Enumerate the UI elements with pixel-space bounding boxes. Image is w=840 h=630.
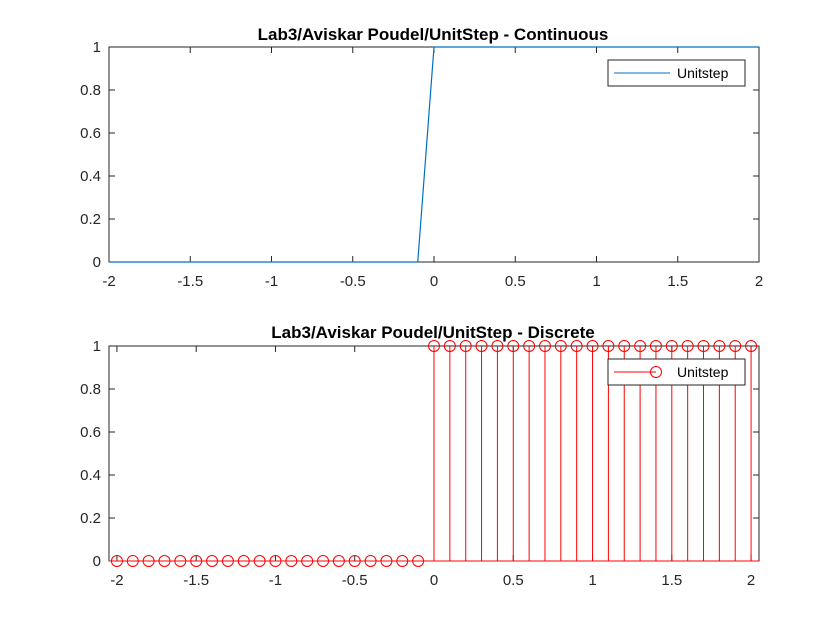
discrete-stem-marker bbox=[713, 340, 726, 352]
discrete-stem-marker bbox=[348, 555, 361, 567]
discrete-stem-marker bbox=[618, 340, 631, 352]
discrete-stem-marker bbox=[602, 340, 615, 352]
discrete-stem-marker bbox=[538, 340, 551, 352]
discrete-legend-label: Unitstep bbox=[677, 364, 729, 380]
discrete-y-tick-label: 1 bbox=[93, 338, 101, 355]
discrete-stem-marker bbox=[523, 340, 536, 352]
continuous-title: Lab3/Aviskar Poudel/UnitStep - Continuou… bbox=[258, 25, 609, 44]
continuous-y-tick-label: 0.8 bbox=[80, 82, 101, 99]
continuous-x-tick-label: -2 bbox=[102, 273, 115, 290]
continuous-legend[interactable]: Unitstep bbox=[607, 59, 746, 87]
discrete-stem-marker bbox=[697, 340, 710, 352]
discrete-stem-marker bbox=[745, 340, 758, 352]
continuous-x-tick-label: 0.5 bbox=[505, 273, 526, 290]
discrete-stem-marker bbox=[507, 340, 520, 352]
discrete-stem-marker bbox=[428, 340, 440, 352]
discrete-stem-marker bbox=[110, 555, 123, 567]
continuous-x-tick-label: 1 bbox=[592, 273, 600, 290]
discrete-stem-marker bbox=[665, 340, 678, 352]
discrete-stem-marker bbox=[396, 555, 409, 567]
discrete-y-tick-label: 0.4 bbox=[80, 467, 101, 484]
continuous-x-tick-label: -1.5 bbox=[177, 273, 203, 290]
discrete-stem-marker bbox=[332, 555, 345, 567]
discrete-stem-marker bbox=[142, 555, 155, 567]
discrete-stem-marker bbox=[237, 555, 250, 567]
continuous-x-tick-label: 0 bbox=[430, 273, 438, 290]
continuous-y-tick-label: 0.4 bbox=[80, 168, 101, 185]
discrete-legend-swatch-marker bbox=[650, 366, 662, 378]
discrete-x-tick-label: -1 bbox=[269, 572, 282, 589]
discrete-stem-marker bbox=[317, 555, 330, 567]
continuous-y-ticks: 0 0.2 0.4 0.6 0.8 1 bbox=[80, 39, 759, 271]
discrete-title: Lab3/Aviskar Poudel/UnitStep - Discrete bbox=[271, 323, 594, 342]
continuous-x-tick-label: 2 bbox=[755, 273, 763, 290]
discrete-x-tick-label: -1.5 bbox=[183, 572, 209, 589]
discrete-y-tick-label: 0.6 bbox=[80, 424, 101, 441]
continuous-legend-label: Unitstep bbox=[677, 65, 729, 81]
discrete-x-tick-label: 1.5 bbox=[661, 572, 682, 589]
discrete-stem-marker bbox=[380, 555, 393, 567]
discrete-stem-marker bbox=[158, 555, 171, 567]
discrete-stem-marker bbox=[634, 340, 647, 352]
discrete-stem-marker bbox=[412, 555, 425, 567]
continuous-y-tick-label: 0 bbox=[93, 254, 101, 271]
axes-discrete: Lab3/Aviskar Poudel/UnitStep - Discrete … bbox=[80, 323, 760, 589]
discrete-stem-marker bbox=[649, 340, 662, 352]
continuous-series-line bbox=[109, 46, 759, 263]
discrete-x-tick-label: -0.5 bbox=[342, 572, 368, 589]
discrete-stem-marker bbox=[443, 340, 456, 352]
discrete-stem-marker bbox=[253, 555, 266, 567]
discrete-x-tick-label: 0.5 bbox=[503, 572, 524, 589]
discrete-stem-marker bbox=[491, 340, 504, 352]
discrete-x-tick-label: 1 bbox=[588, 572, 596, 589]
discrete-stem-marker bbox=[681, 340, 694, 352]
continuous-y-tick-label: 0.6 bbox=[80, 125, 101, 142]
discrete-stem-marker bbox=[221, 555, 234, 567]
discrete-stem-marker bbox=[586, 340, 599, 352]
discrete-stem-marker bbox=[301, 555, 314, 567]
discrete-stem-marker bbox=[459, 340, 472, 352]
discrete-stem-marker bbox=[269, 555, 282, 567]
discrete-y-tick-label: 0 bbox=[93, 553, 101, 570]
continuous-y-tick-label: 1 bbox=[93, 39, 101, 56]
discrete-x-tick-label: -2 bbox=[110, 572, 123, 589]
discrete-stem-marker bbox=[126, 555, 139, 567]
discrete-stem-marker bbox=[206, 555, 219, 567]
discrete-stem-marker bbox=[364, 555, 377, 567]
discrete-stem-marker bbox=[729, 340, 742, 352]
discrete-stem-marker bbox=[174, 555, 187, 567]
discrete-stem-marker bbox=[475, 340, 488, 352]
continuous-x-tick-label: 1.5 bbox=[667, 273, 688, 290]
discrete-stem-marker bbox=[190, 555, 203, 567]
continuous-x-ticks: -2 -1.5 -1 -0.5 0 0.5 1 1.5 2 bbox=[102, 47, 763, 290]
continuous-x-tick-label: -1 bbox=[265, 273, 278, 290]
discrete-stem-marker bbox=[285, 555, 298, 567]
discrete-legend[interactable]: Unitstep bbox=[607, 358, 746, 386]
discrete-x-tick-label: 2 bbox=[747, 572, 755, 589]
axes-continuous: Lab3/Aviskar Poudel/UnitStep - Continuou… bbox=[80, 25, 763, 290]
discrete-x-tick-label: 0 bbox=[430, 572, 438, 589]
discrete-y-ticks: 0 0.2 0.4 0.6 0.8 1 bbox=[80, 338, 759, 570]
continuous-x-tick-label: -0.5 bbox=[340, 273, 366, 290]
discrete-y-tick-label: 0.8 bbox=[80, 381, 101, 398]
continuous-y-tick-label: 0.2 bbox=[80, 211, 101, 228]
discrete-y-tick-label: 0.2 bbox=[80, 510, 101, 527]
discrete-stem-marker bbox=[570, 340, 583, 352]
continuous-series-layer bbox=[109, 46, 759, 263]
discrete-stem-marker bbox=[554, 340, 567, 352]
